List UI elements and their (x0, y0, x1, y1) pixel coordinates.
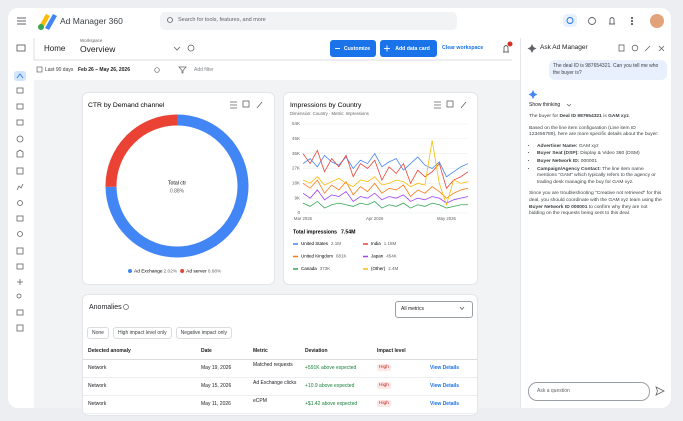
text: Display & Video 360 (DSM) (578, 151, 640, 157)
table-cell: Network (88, 401, 107, 407)
assistant-panel (520, 38, 671, 408)
table-header: Detected anomaly Date Metric Deviation Impac… (83, 343, 477, 360)
home-label[interactable]: Home (44, 44, 66, 53)
column-header: Metric (253, 348, 268, 354)
column-header: Date (201, 348, 212, 354)
date-range-label: Last 90 days (45, 67, 74, 73)
filter-chip[interactable]: Negative impact only (175, 327, 233, 339)
bullet: Campaign/Agency Contact: The line item n… (537, 167, 663, 187)
column-header: Impact level (377, 348, 406, 354)
workspace-name[interactable]: Overview (80, 44, 116, 54)
table-cell: +10.9 above expected (305, 383, 355, 389)
assistant-title: Ask Ad Manager (540, 44, 588, 51)
bullet: Advertiser Name: GAM xyz (537, 144, 663, 151)
text: Advertiser Name: (537, 143, 578, 149)
customize-button[interactable]: Customize (330, 40, 376, 57)
text: Deal ID 987654321 (559, 114, 602, 119)
table-cell: May 15, 2026 (201, 383, 232, 389)
table-cell: High (377, 382, 391, 389)
user-message: The deal ID is 987654321. Can you tell m… (553, 63, 659, 76)
anomaly-table: Detected anomaly Date Metric Deviation Impac… (83, 343, 477, 414)
anomalies-title: Anomalies (89, 304, 122, 311)
table-cell: Ad Exchange clicks (253, 380, 297, 386)
ctr-card (82, 92, 275, 285)
metric-select-label: All metrics (401, 306, 425, 312)
assistant-answer: The buyer for Deal ID 987654321 is GAM x… (529, 114, 663, 223)
input-placeholder: Ask a question (537, 388, 570, 394)
table-cell: May 19, 2026 (201, 365, 232, 371)
filter-chip[interactable]: None (87, 327, 109, 339)
table-cell: +591K above expected (305, 365, 357, 371)
show-thinking[interactable]: Show thinking (529, 102, 561, 108)
column-header: Deviation (305, 348, 328, 354)
chip-row: None High impact level only Negative impac… (87, 327, 233, 339)
view-details-link[interactable]: View Details (430, 365, 460, 371)
anomalies-card: Anomalies All metrics None High impact le… (82, 294, 478, 416)
answer-bullets: Advertiser Name: GAM xyzBuyer Seat (DSP)… (529, 144, 663, 187)
search-box[interactable] (160, 12, 457, 30)
filter-chip[interactable]: High impact level only (112, 327, 172, 339)
clear-workspace-button[interactable]: Clear workspace (442, 45, 484, 51)
text: GAM xyz (608, 114, 629, 119)
product-name: Ad Manager 360 (60, 16, 123, 26)
table-row: Network May 15, 2026 Ad Exchange clicks +10… (83, 378, 477, 396)
workspace-label: Workspace (80, 38, 103, 43)
table-cell: Matched requests (253, 362, 293, 368)
table-cell: +$1.42 above expected (305, 401, 358, 407)
text: Campaign/Agency Contact: (537, 166, 601, 172)
table-cell: High (377, 400, 391, 407)
answer-details: Based on the line item configuration (Li… (529, 125, 659, 138)
view-details-link[interactable]: View Details (430, 383, 460, 389)
impressions-card (283, 92, 478, 285)
bullet: Buyer Seat (DSP): Display & Video 360 (D… (537, 151, 663, 158)
text: Buyer Seat (DSP): (537, 151, 579, 157)
table-cell: High (377, 364, 391, 371)
table-row: Network May 11, 2026 eCPM +$1.42 above expe… (83, 396, 477, 414)
view-details-link[interactable]: View Details (430, 401, 460, 407)
table-row: Network May 19, 2026 Matched requests +591K… (83, 360, 477, 378)
date-range[interactable]: Feb 26 – May 26, 2026 (78, 67, 130, 73)
text: 000001 (579, 158, 598, 164)
answer-intro: The buyer for Deal ID 987654321 is GAM x… (529, 114, 663, 121)
bullet: Buyer Network ID: 000001 (537, 159, 663, 166)
text: . (628, 114, 631, 119)
text: GAM xyz (577, 143, 599, 149)
text: is (601, 114, 609, 119)
button-label: Add data card (395, 45, 430, 52)
add-filter[interactable]: Add filter (194, 67, 214, 73)
text: The buyer for (529, 114, 560, 119)
search-placeholder: Search for tools, features, and more (178, 17, 266, 23)
table-cell: Network (88, 365, 107, 371)
question-input[interactable]: Ask a question (528, 382, 650, 401)
add-data-card-button[interactable]: Add data card (380, 40, 437, 57)
answer-closing: Since you are troubleshooting "Creative … (529, 191, 663, 217)
table-cell: eCPM (253, 398, 267, 404)
table-cell: May 11, 2026 (201, 401, 231, 407)
text: Buyer Network ID: (537, 158, 580, 164)
button-label: Customize (343, 45, 371, 52)
text: Buyer Network ID 000001 (529, 204, 588, 210)
text: The line item name mentions "GAM" which … (537, 166, 656, 185)
text: to confirm why they are not bidding on t… (529, 204, 648, 217)
text: Since you are troubleshooting "Creative … (529, 191, 662, 203)
metric-select[interactable]: All metrics (395, 301, 473, 318)
user-bubble: The deal ID is 987654321. Can you tell m… (549, 60, 667, 80)
column-header: Detected anomaly (88, 348, 131, 354)
table-cell: Network (88, 383, 107, 389)
